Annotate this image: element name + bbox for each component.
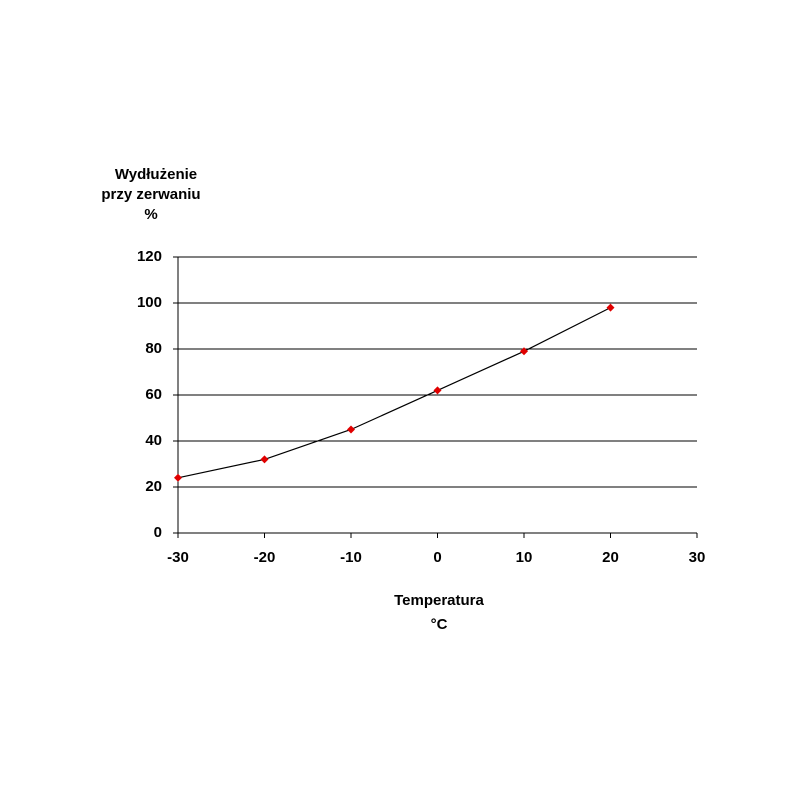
marker — [433, 386, 442, 395]
y-tick-label: 80 — [145, 340, 162, 357]
y-tick-label: 0 — [154, 524, 162, 541]
marker — [606, 303, 615, 312]
x-axis-label: °C — [431, 616, 448, 633]
y-tick-label: 100 — [137, 294, 162, 311]
marker — [520, 347, 528, 356]
x-tick-label: -20 — [254, 549, 276, 566]
y-axis-label: % — [144, 206, 157, 223]
x-tick-label: 30 — [689, 549, 706, 566]
x-tick-label: -10 — [340, 549, 362, 566]
x-tick-label: 20 — [602, 549, 619, 566]
y-tick-label: 60 — [145, 386, 162, 403]
marker — [347, 425, 355, 434]
y-axis-label: przy zerwaniu — [101, 186, 200, 203]
line — [177, 307, 611, 479]
marker — [174, 473, 182, 482]
y-axis-label: Wydłużenie — [115, 166, 197, 183]
y-tick-label: 20 — [145, 478, 162, 495]
x-tick-label: -30 — [167, 549, 189, 566]
marker — [260, 455, 269, 464]
y-tick-label: 40 — [145, 432, 162, 449]
x-tick-label: 10 — [516, 549, 533, 566]
y-tick-label: 120 — [137, 248, 162, 265]
x-tick-label: 0 — [433, 549, 441, 566]
x-axis-label: Temperatura — [394, 592, 484, 609]
